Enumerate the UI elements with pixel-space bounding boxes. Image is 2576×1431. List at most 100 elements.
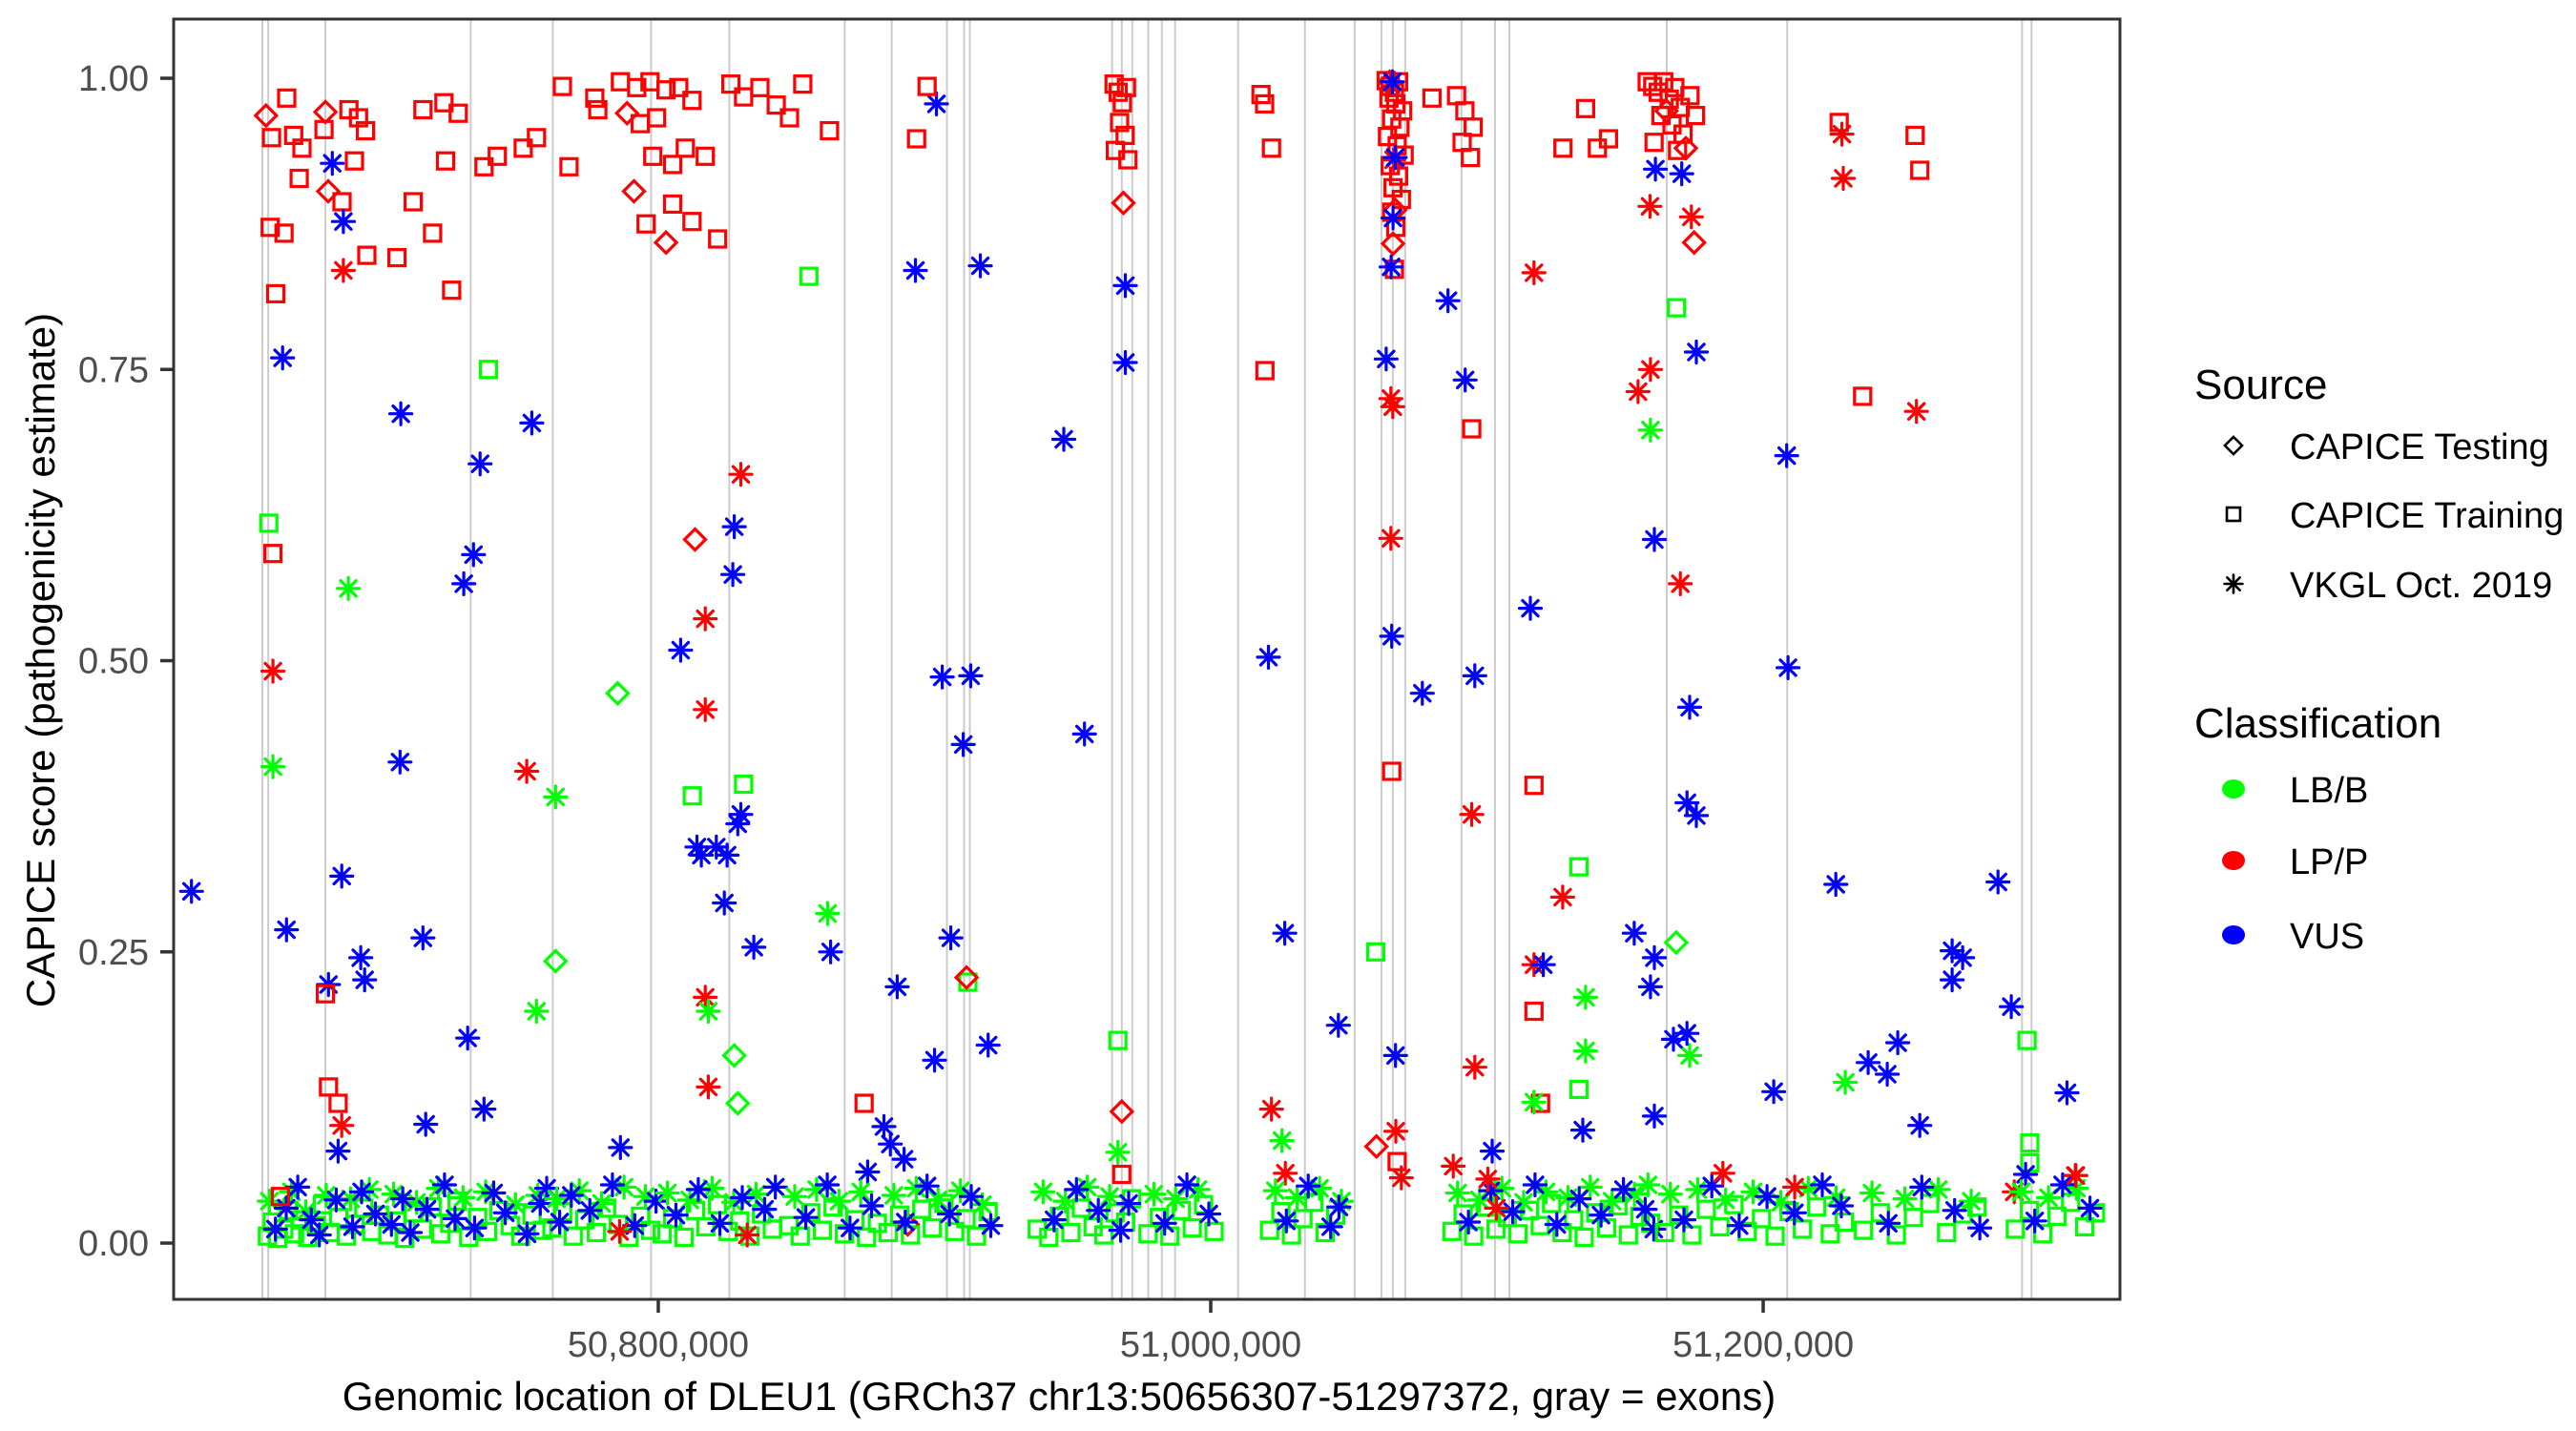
data-point-square [1608, 1195, 1628, 1216]
data-point-asterisk [543, 784, 569, 810]
data-point-square [1829, 113, 1849, 133]
data-point-square [527, 128, 547, 148]
data-point-square [779, 108, 800, 128]
data-point-asterisk [1262, 1177, 1288, 1204]
data-point-asterisk [1522, 1172, 1548, 1198]
data-point-square [404, 192, 424, 212]
data-point-asterisk [707, 1211, 733, 1236]
data-point-square [1524, 1001, 1544, 1022]
data-point-square [1575, 98, 1596, 118]
data-point-diamond [613, 100, 640, 126]
data-point-asterisk [471, 1096, 497, 1122]
data-point-diamond [1672, 135, 1699, 161]
panel-border [172, 17, 2122, 1301]
data-point-asterisk [1641, 527, 1668, 552]
data-point-square [1442, 1221, 1462, 1241]
data-point-asterisk [1050, 426, 1077, 452]
data-point-asterisk [1569, 1117, 1596, 1143]
data-point-asterisk [1273, 1160, 1298, 1186]
data-point-square [1111, 1164, 1132, 1185]
data-point-asterisk [826, 1188, 852, 1214]
data-point-square [682, 786, 702, 806]
data-point-square [563, 1226, 583, 1246]
data-point-asterisk [892, 1209, 918, 1235]
data-point-asterisk [1108, 1217, 1133, 1243]
y-axis-title: CAPICE score (pathogenicity estimate) [18, 312, 63, 1008]
data-point-asterisk [492, 1200, 518, 1226]
data-point-square [1903, 1208, 1923, 1228]
data-point-square [265, 283, 286, 303]
data-point-asterisk [1874, 1061, 1901, 1088]
data-point-square [1793, 1219, 1813, 1239]
data-point-square [857, 1227, 877, 1248]
data-point-asterisk [1699, 1173, 1725, 1199]
data-point-square [636, 214, 656, 234]
data-point-square [1637, 72, 1657, 92]
data-point-square [1568, 1079, 1589, 1100]
x-tick-label: 51,200,000 [1672, 1325, 1854, 1365]
data-point-square [696, 1216, 716, 1237]
data-point-diamond [653, 229, 679, 256]
data-point-asterisk [1635, 1172, 1661, 1198]
data-point-asterisk [668, 637, 694, 663]
data-point-asterisk [1572, 1038, 1599, 1064]
data-point-asterisk [547, 1209, 572, 1235]
data-point-asterisk [1641, 944, 1668, 971]
data-point-square [734, 774, 754, 795]
data-point-asterisk [397, 1219, 424, 1246]
data-point-asterisk [387, 749, 413, 775]
data-point-asterisk [958, 1184, 985, 1210]
legend-classification-title: Classification [2194, 700, 2441, 747]
data-point-asterisk [1258, 1096, 1284, 1122]
data-point-asterisk [1452, 367, 1478, 393]
data-point-asterisk [325, 1138, 351, 1164]
legend-source-item-label: CAPICE Testing [2290, 427, 2549, 467]
data-point-square [289, 168, 309, 189]
data-point-asterisk [1152, 1211, 1177, 1236]
data-point-asterisk [793, 1205, 819, 1231]
data-point-square [1293, 1209, 1313, 1229]
data-point-square [1388, 166, 1409, 186]
legend-class-dot [2222, 851, 2245, 870]
data-point-square [1462, 419, 1482, 439]
data-point-square [720, 73, 741, 94]
data-point-asterisk [1641, 1103, 1668, 1130]
data-point-asterisk [815, 901, 841, 926]
data-point-square [1255, 361, 1275, 381]
data-point-square [1093, 1225, 1114, 1245]
data-point-asterisk [2063, 1163, 2088, 1189]
data-point-square [1854, 1220, 1874, 1240]
data-point-asterisk [1588, 1202, 1614, 1228]
data-point-asterisk [260, 658, 286, 684]
data-point-asterisk [1925, 1176, 1951, 1203]
data-point-asterisk [740, 934, 767, 961]
data-point-asterisk [1269, 1128, 1295, 1153]
data-point-asterisk [725, 811, 751, 837]
data-point-asterisk [1903, 399, 1929, 425]
data-point-square [260, 218, 280, 238]
data-point-square [585, 88, 605, 108]
data-point-asterisk [410, 924, 436, 951]
data-point-asterisk [688, 842, 715, 868]
data-point-square [812, 1220, 833, 1240]
data-point-asterisk [721, 513, 747, 540]
data-point-asterisk [925, 1187, 951, 1213]
data-point-asterisk [558, 1182, 584, 1209]
data-point-asterisk [455, 1025, 481, 1051]
x-tick-label: 51,000,000 [1120, 1325, 1301, 1365]
data-point-square [685, 1200, 706, 1220]
data-point-asterisk [936, 1201, 963, 1227]
data-point-square [1870, 1203, 1890, 1223]
data-point-asterisk [388, 401, 414, 426]
data-point-square [270, 1187, 290, 1207]
data-point-asterisk [1610, 1176, 1636, 1203]
data-point-asterisk [1530, 952, 1556, 978]
data-point-asterisk [390, 1186, 416, 1212]
data-point-diamond [1653, 97, 1679, 124]
data-point-asterisk [1112, 273, 1138, 299]
data-point-diamond [721, 1043, 747, 1068]
data-point-square [1574, 1227, 1594, 1248]
data-point-asterisk [1939, 966, 1965, 993]
data-point-diamond [621, 178, 647, 204]
data-point-square [2020, 1200, 2040, 1220]
